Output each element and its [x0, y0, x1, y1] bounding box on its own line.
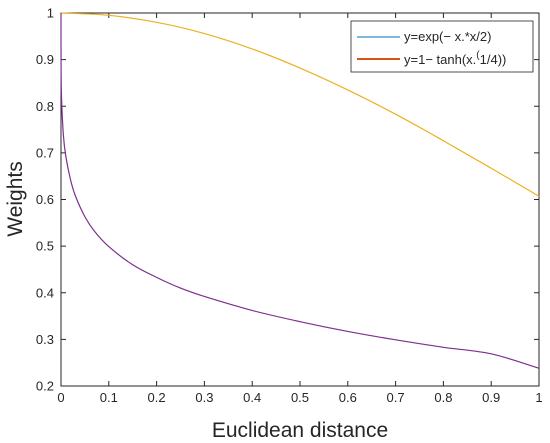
legend-label-tanh-prefix: y=1− tanh(x. [404, 52, 476, 67]
y-tick-label: 0.3 [36, 332, 54, 347]
series-layer [60, 12, 540, 369]
x-tick-label: 0.8 [434, 390, 452, 405]
series-line-exp [60, 12, 540, 197]
tick-labels: 0 0.1 0.2 0.3 0.4 0.5 0.6 0.7 0.8 0.9 1 0.2 0.3 0.4 0.… [36, 6, 543, 406]
y-tick-label: 0.7 [36, 145, 54, 160]
x-tick-label: 1 [535, 390, 542, 405]
x-tick-label: 0.4 [243, 390, 261, 405]
x-tick-label: 0.5 [291, 390, 309, 405]
x-tick-label: 0 [57, 390, 64, 405]
legend-label-tanh-suffix: 1/4)) [480, 52, 507, 67]
y-tick-label: 0.4 [36, 285, 54, 300]
legend: y=exp(− x.*x/2) y=1− tanh(x.(1/4)) [350, 20, 534, 73]
series-line-tanh [60, 12, 540, 369]
plot-area [60, 12, 540, 387]
y-axis-title: Weights [4, 161, 27, 236]
legend-label-tanh: y=1− tanh(x.(1/4)) [404, 50, 506, 67]
x-tick-label: 0.9 [482, 390, 500, 405]
y-tick-label: 1 [47, 6, 54, 21]
legend-label-tanh-superscript: ( [476, 50, 480, 61]
x-tick-label: 0.6 [339, 390, 357, 405]
x-tick-label: 0.7 [387, 390, 405, 405]
x-tick-label: 0.3 [195, 390, 213, 405]
y-tick-label: 0.8 [36, 99, 54, 114]
y-tick-label: 0.9 [36, 52, 54, 67]
legend-box [350, 20, 534, 73]
y-tick-label: 0.2 [36, 379, 54, 394]
x-tick-label: 0.2 [148, 390, 166, 405]
x-tick-label: 0.1 [100, 390, 118, 405]
x-axis-title: Euclidean distance [212, 419, 388, 442]
y-tick-label: 0.6 [36, 192, 54, 207]
axis-ticks [60, 12, 540, 387]
y-tick-label: 0.5 [36, 239, 54, 254]
legend-label-exp: y=exp(− x.*x/2) [404, 29, 491, 44]
